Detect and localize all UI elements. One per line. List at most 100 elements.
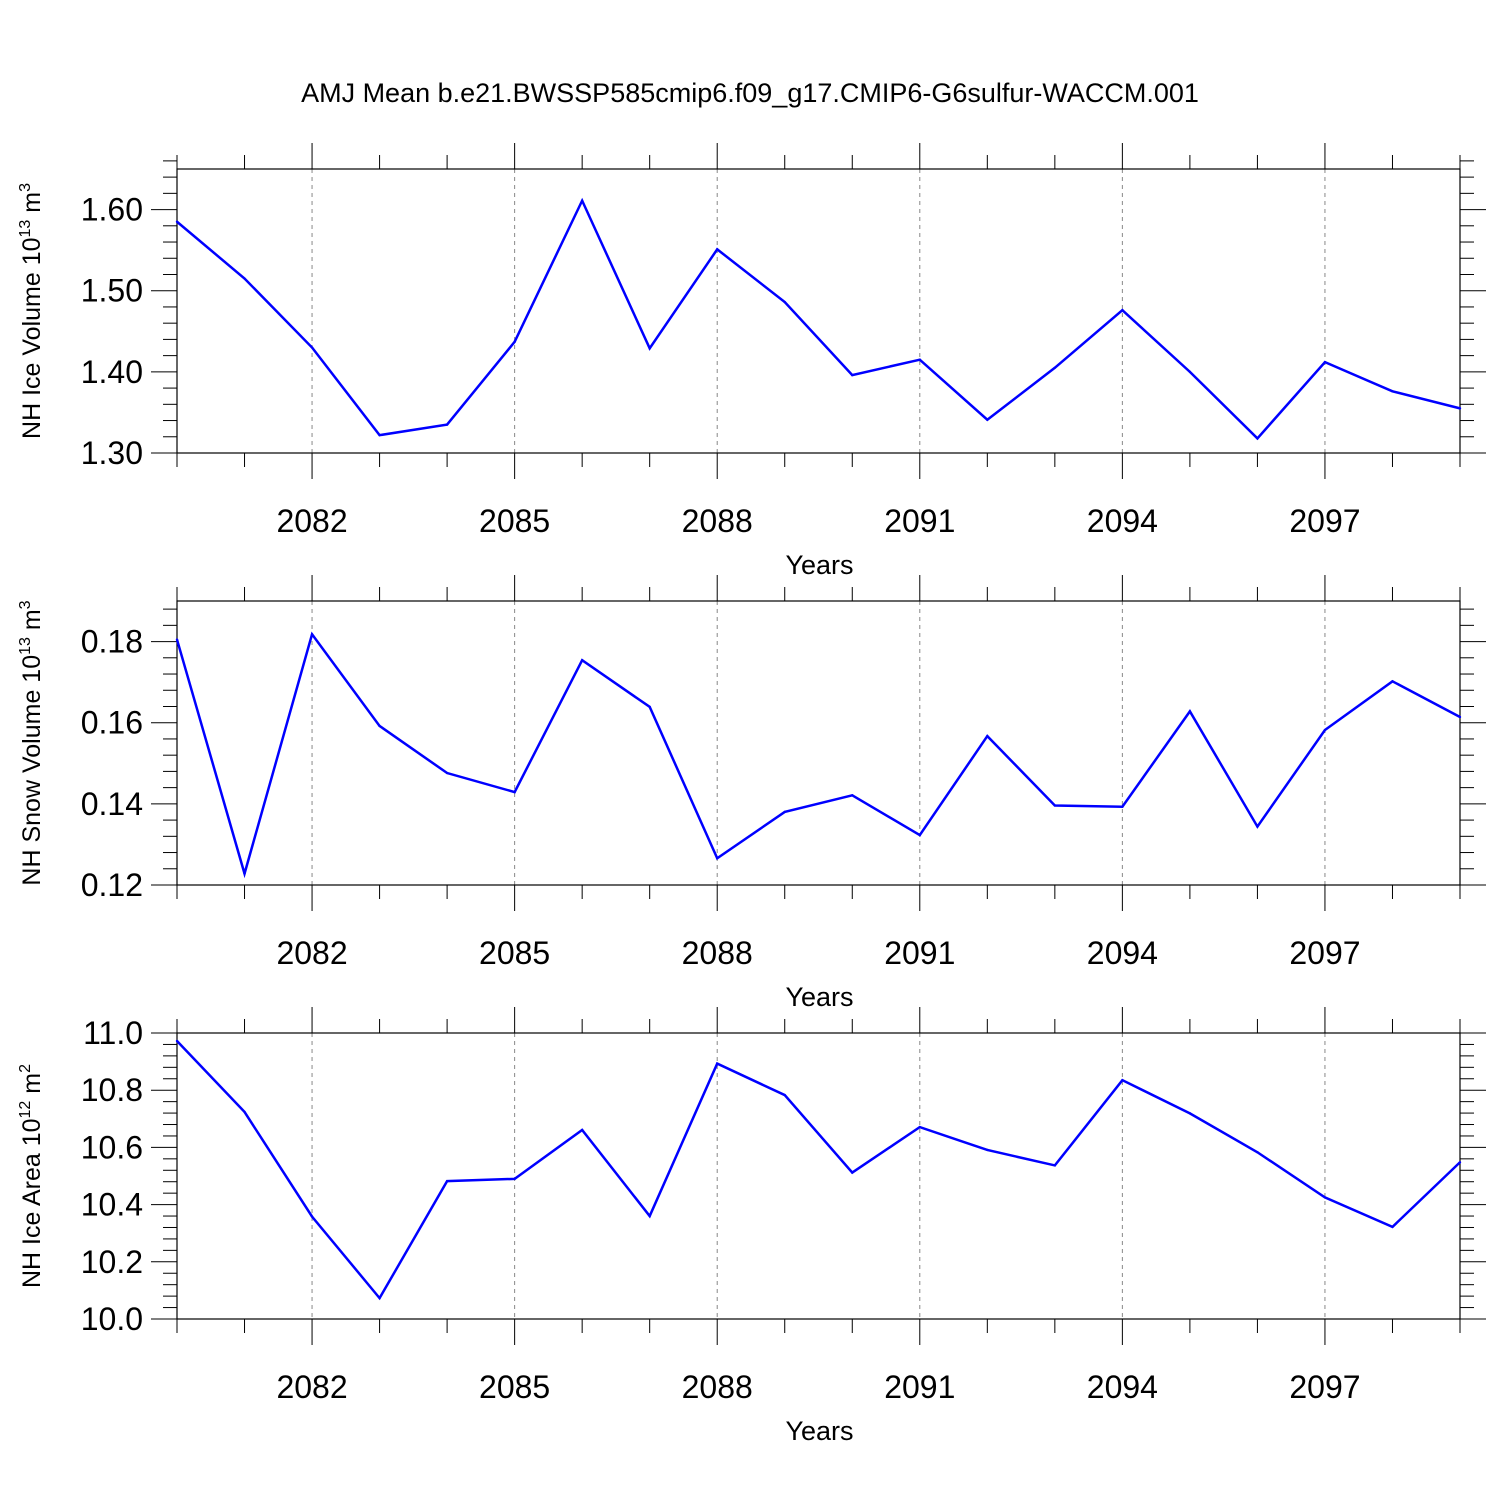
- data-point: [1256, 437, 1259, 440]
- x-tick-label: 2085: [479, 935, 550, 971]
- x-tick-label: 2082: [276, 935, 347, 971]
- data-point: [378, 724, 381, 728]
- data-point: [445, 1179, 449, 1183]
- data-point: [918, 358, 921, 361]
- data-point: [1323, 728, 1327, 732]
- y-axis-label-text: NH Ice Volume 10: [18, 237, 46, 439]
- data-point: [1188, 1112, 1192, 1115]
- data-point: [378, 433, 381, 437]
- x-tick-label: 2097: [1289, 1369, 1360, 1405]
- series-line: [175, 631, 1461, 879]
- y-tick-label: 10.4: [81, 1187, 143, 1223]
- y-axis-label-text: m: [18, 1073, 46, 1101]
- x-tick-label: 2088: [682, 935, 753, 971]
- data-point: [918, 1125, 921, 1129]
- data-point: [1458, 407, 1462, 410]
- data-point: [175, 638, 179, 641]
- data-point: [1188, 710, 1192, 713]
- x-tick-label: 2094: [1087, 503, 1158, 539]
- y-tick-label: 0.14: [81, 786, 143, 822]
- data-point: [580, 1128, 584, 1132]
- data-point: [243, 277, 246, 280]
- data-point: [648, 1214, 651, 1218]
- data-point: [648, 705, 651, 709]
- x-tick-label: 2097: [1289, 503, 1360, 539]
- x-tick-label: 2088: [682, 1369, 753, 1405]
- data-point: [783, 1093, 786, 1097]
- y-tick-label: 1.40: [81, 354, 143, 390]
- data-point: [1121, 805, 1124, 808]
- data-point: [243, 1110, 246, 1114]
- data-point: [716, 248, 719, 251]
- data-point: [1458, 1161, 1462, 1164]
- x-tick-label: 2085: [479, 503, 550, 539]
- y-tick-label: 1.60: [81, 192, 143, 228]
- y-axis-label-text: NH Ice Area 10: [18, 1118, 46, 1288]
- data-point: [513, 1177, 516, 1181]
- y-tick-label: 0.18: [81, 624, 143, 660]
- data-point: [1256, 1151, 1259, 1154]
- y-axis-label-superscript: 3: [17, 183, 34, 192]
- y-tick-label: 1.50: [81, 273, 143, 309]
- data-point: [175, 1039, 179, 1043]
- plot-frame: [176, 1032, 1461, 1320]
- y-tick-label: 10.2: [81, 1244, 143, 1280]
- y-axis-label-superscript: 2: [17, 1064, 34, 1073]
- x-tick-label: 2091: [884, 503, 955, 539]
- x-tick-label: 2097: [1289, 935, 1360, 971]
- data-point: [1391, 680, 1394, 683]
- data-point: [175, 220, 179, 223]
- data-point: [851, 1171, 854, 1174]
- data-point: [1323, 360, 1327, 364]
- data-point: [918, 833, 921, 837]
- y-axis-label-superscript: 12: [17, 1101, 34, 1119]
- x-tick-label: 2091: [884, 1369, 955, 1405]
- data-point: [445, 771, 449, 775]
- x-tick-label: 2091: [884, 935, 955, 971]
- x-axis-label: Years: [785, 550, 853, 580]
- data-point: [648, 347, 651, 350]
- data-point: [1053, 1164, 1057, 1167]
- x-tick-label: 2082: [276, 1369, 347, 1405]
- y-tick-label: 0.12: [81, 867, 143, 903]
- y-axis-label: NH Snow Volume 1013 m3: [17, 600, 46, 885]
- data-point: [851, 373, 854, 377]
- y-tick-label: 0.16: [81, 705, 143, 741]
- data-point: [1053, 366, 1057, 369]
- data-point: [783, 300, 786, 304]
- data-point: [986, 1148, 989, 1152]
- data-point: [1121, 1078, 1124, 1082]
- y-axis-label-superscript: 13: [17, 637, 34, 655]
- y-tick-label: 11.0: [83, 1015, 143, 1051]
- x-axis-label: Years: [785, 1416, 853, 1446]
- data-point: [1121, 308, 1124, 312]
- data-point: [310, 633, 314, 636]
- data-point: [986, 418, 989, 421]
- data-point: [310, 346, 314, 349]
- data-point: [1256, 825, 1259, 828]
- data-point: [445, 423, 449, 426]
- data-point: [1323, 1196, 1327, 1199]
- x-tick-label: 2082: [276, 503, 347, 539]
- data-point: [716, 1062, 719, 1065]
- data-point: [851, 794, 854, 797]
- series-line: [176, 1040, 1461, 1301]
- y-axis-label-text: m: [18, 192, 46, 220]
- x-tick-label: 2094: [1087, 935, 1158, 971]
- plot-frame: [176, 600, 1461, 886]
- data-point: [1188, 370, 1192, 374]
- data-point: [1458, 715, 1462, 719]
- y-tick-label: 10.8: [81, 1072, 143, 1108]
- y-tick-label: 10.6: [81, 1129, 143, 1165]
- data-point: [1053, 804, 1057, 807]
- x-axis-label: Years: [785, 982, 853, 1012]
- y-axis-label-text: NH Snow Volume 10: [18, 655, 46, 886]
- data-point: [1391, 390, 1394, 393]
- panel-2: 0.12 0.14 0.16 0.18 2082 2085 2088 2091 2094 2097…: [17, 575, 1486, 1012]
- figure-title: AMJ Mean b.e21.BWSSP585cmip6.f09_g17.CMI…: [301, 78, 1199, 108]
- x-tick-label: 2088: [682, 503, 753, 539]
- series-line: [176, 197, 1461, 441]
- plot-frame: [176, 168, 1461, 454]
- y-axis-label-text: m: [18, 609, 46, 637]
